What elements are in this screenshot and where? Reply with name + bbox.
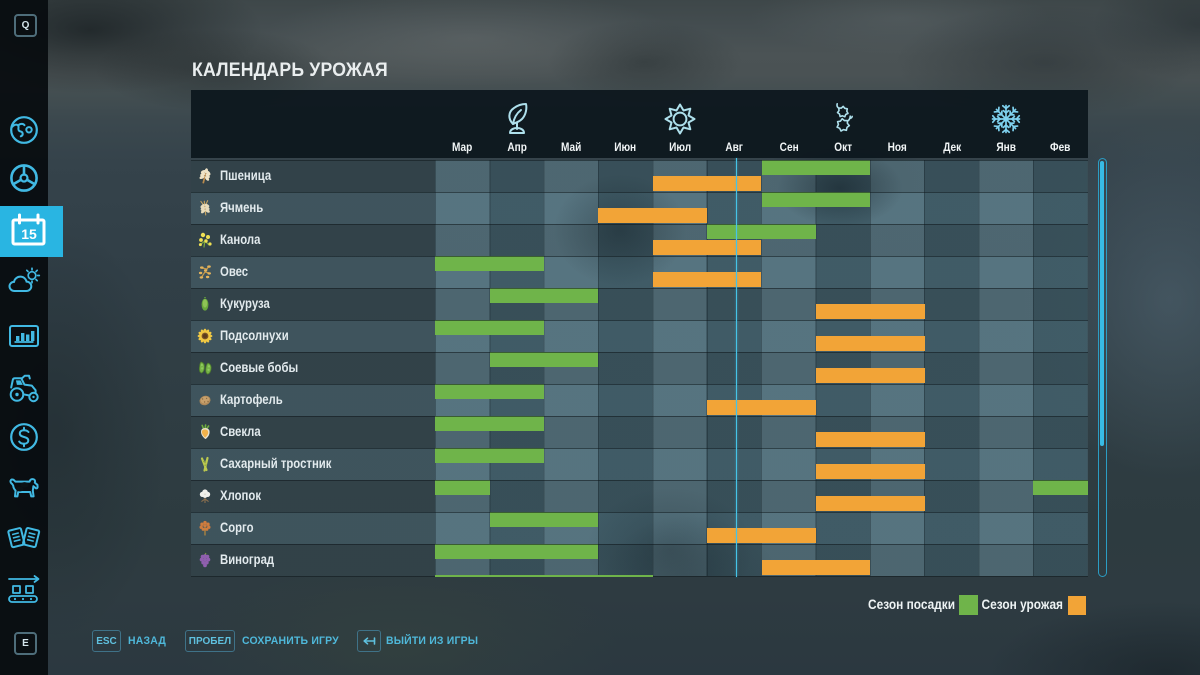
- svg-text:15: 15: [21, 226, 37, 242]
